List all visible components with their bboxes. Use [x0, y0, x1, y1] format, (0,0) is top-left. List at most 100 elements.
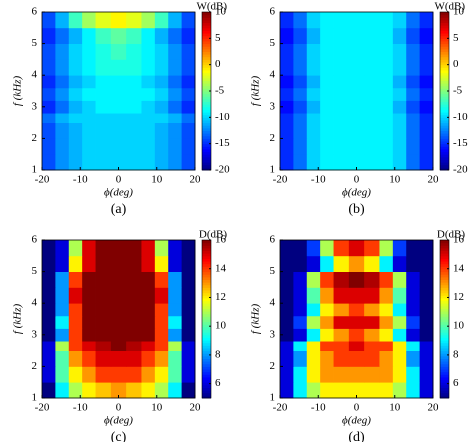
- colorbar-segment: [202, 297, 211, 302]
- heat-cell: [126, 315, 142, 329]
- heat-cell: [406, 350, 421, 367]
- heat-cell: [280, 255, 294, 272]
- heat-cell: [95, 341, 112, 351]
- colorbar-segment: [440, 279, 449, 283]
- colorbar-segment: [202, 48, 211, 52]
- heat-cell: [293, 382, 308, 399]
- colorbar-segment: [440, 12, 449, 16]
- heat-cell: [348, 27, 365, 44]
- colorbar-segment: [202, 382, 211, 386]
- heat-cell: [280, 315, 294, 329]
- heat-cell: [306, 328, 321, 342]
- colorbar-segment: [440, 253, 449, 257]
- heat-cell: [95, 138, 112, 155]
- heat-cell: [110, 255, 127, 272]
- colorbar-segment: [440, 247, 449, 252]
- heat-cell: [392, 12, 407, 29]
- heat-cell: [68, 87, 83, 101]
- x-tick-label: -10: [73, 402, 88, 414]
- colorbar-segment: [202, 271, 211, 275]
- colorbar-segment: [202, 329, 211, 333]
- heat-cell: [42, 27, 56, 44]
- colorbar-segment: [202, 80, 211, 84]
- colorbar-segment: [440, 117, 449, 121]
- heat-cell: [379, 87, 394, 101]
- heat-cell: [126, 255, 142, 272]
- heat-cell: [95, 100, 112, 114]
- heat-cell: [392, 138, 407, 155]
- heat-cell: [181, 122, 196, 139]
- colorbar-segment: [202, 159, 211, 163]
- colorbar-tick-label: 8: [215, 348, 221, 360]
- heat-cell: [141, 382, 156, 399]
- heat-cell: [293, 315, 308, 329]
- colorbar-segment: [202, 56, 211, 60]
- heat-cell: [126, 287, 142, 304]
- heat-cell: [348, 287, 365, 304]
- heat-cell: [126, 43, 142, 60]
- heat-cell: [126, 113, 142, 123]
- colorbar-segment: [202, 311, 211, 315]
- heat-cell: [181, 12, 196, 29]
- colorbar-tick-label: 5: [453, 32, 459, 44]
- heat-cell: [82, 122, 96, 139]
- heat-cell: [42, 43, 56, 60]
- heat-cell: [168, 240, 183, 257]
- colorbar-tick-label: -5: [215, 85, 225, 97]
- y-tick-label: 5: [270, 37, 276, 49]
- heat-cell: [141, 240, 156, 257]
- heat-cell: [141, 341, 156, 351]
- y-axis-label: f (kHz): [250, 76, 262, 107]
- heat-cell: [306, 100, 321, 114]
- colorbar-segment: [202, 43, 211, 47]
- colorbar-segment: [440, 366, 449, 370]
- heat-cell: [68, 138, 83, 155]
- heat-cell: [95, 154, 112, 171]
- heat-cell: [42, 59, 56, 76]
- colorbar-segment: [440, 135, 449, 139]
- heat-cell: [154, 303, 169, 317]
- colorbar-segment: [440, 361, 449, 365]
- colorbar-segment: [440, 319, 449, 323]
- heat-cell: [333, 255, 350, 272]
- x-tick-label: 0: [116, 402, 122, 414]
- colorbar-tick-label: 0: [215, 58, 221, 70]
- heat-cell: [181, 59, 196, 76]
- colorbar-segment: [202, 148, 211, 153]
- colorbar-tick-label: 16: [453, 234, 465, 246]
- heat-cell: [154, 341, 169, 351]
- heat-cell: [320, 366, 334, 383]
- heat-cell: [168, 341, 183, 351]
- x-tick-label: -20: [273, 174, 288, 186]
- colorbar-segment: [202, 72, 211, 76]
- heat-cell: [126, 12, 142, 29]
- colorbar-tick-label: 10: [453, 6, 465, 18]
- heat-cell: [154, 43, 169, 60]
- heat-cell: [406, 122, 421, 139]
- colorbar-segment: [202, 30, 211, 34]
- heat-cell: [320, 271, 334, 288]
- heat-cell: [68, 287, 83, 304]
- heat-cell: [141, 350, 156, 367]
- colorbar-segment: [440, 321, 449, 325]
- heat-cell: [293, 122, 308, 139]
- colorbar-segment: [202, 69, 211, 74]
- heat-cell: [379, 154, 394, 171]
- heat-cell: [42, 328, 56, 342]
- heat-cell: [141, 303, 156, 317]
- colorbar-segment: [440, 48, 449, 52]
- colorbar-segment: [440, 151, 449, 155]
- heat-cell: [364, 138, 380, 155]
- colorbar-segment: [440, 287, 449, 291]
- heat-cell: [110, 100, 127, 114]
- heat-cell: [181, 43, 196, 60]
- x-axis-label: ϕ(deg): [342, 187, 371, 199]
- colorbar-segment: [440, 255, 449, 259]
- heat-cell: [168, 59, 183, 76]
- colorbar-segment: [440, 141, 449, 145]
- colorbar-segment: [202, 374, 211, 378]
- heat-cell: [42, 303, 56, 317]
- colorbar-segment: [202, 371, 211, 375]
- colorbar-segment: [440, 114, 449, 118]
- colorbar-segment: [440, 263, 449, 267]
